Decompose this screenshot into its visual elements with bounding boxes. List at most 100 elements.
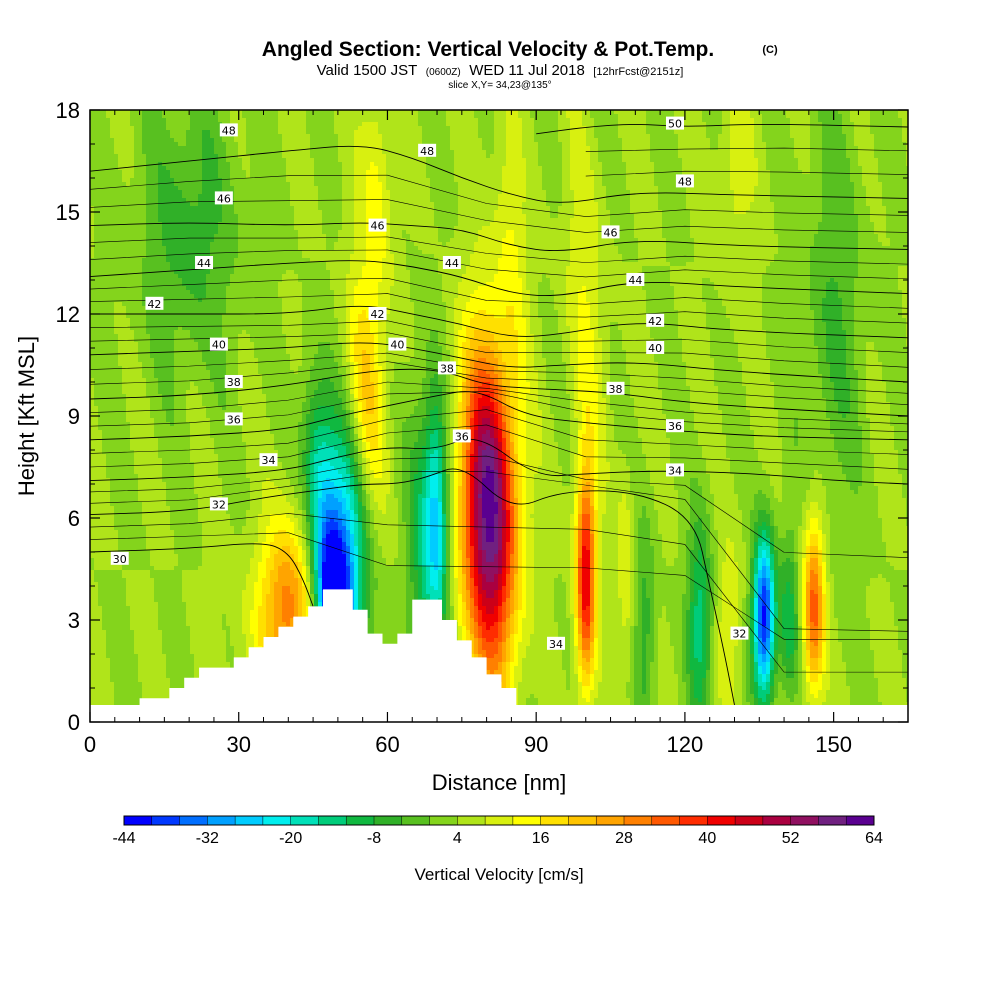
velocity-cell [222, 114, 227, 119]
velocity-cell [198, 122, 203, 127]
velocity-cell [722, 138, 727, 143]
velocity-cell [366, 138, 371, 143]
velocity-cell [566, 122, 571, 127]
velocity-cell [614, 114, 619, 119]
velocity-cell [430, 130, 435, 135]
velocity-cell [754, 138, 759, 143]
velocity-cell [110, 126, 115, 131]
velocity-cell [402, 134, 407, 139]
velocity-cell [478, 122, 483, 127]
velocity-cell [310, 118, 315, 123]
velocity-cell [198, 134, 203, 139]
velocity-cell [578, 122, 583, 127]
velocity-cell [690, 138, 695, 143]
velocity-cell [434, 126, 439, 131]
velocity-cell [786, 114, 791, 119]
velocity-cell [166, 142, 171, 147]
velocity-cell [526, 138, 531, 143]
velocity-cell [826, 126, 831, 131]
velocity-cell [490, 118, 495, 123]
velocity-cell [494, 114, 499, 119]
velocity-cell [258, 126, 263, 131]
velocity-cell [258, 122, 263, 127]
velocity-cell [298, 126, 303, 131]
velocity-cell [802, 118, 807, 123]
velocity-cell [286, 122, 291, 127]
velocity-cell [386, 134, 391, 139]
velocity-cell [814, 114, 819, 119]
velocity-cell [518, 114, 523, 119]
velocity-cell [198, 130, 203, 135]
velocity-cell [94, 126, 99, 131]
velocity-cell [522, 122, 527, 127]
velocity-cell [298, 138, 303, 143]
velocity-cell [766, 126, 771, 131]
velocity-cell [174, 138, 179, 143]
velocity-cell [150, 138, 155, 143]
velocity-cell [374, 138, 379, 143]
velocity-cell [478, 126, 483, 131]
velocity-cell [98, 130, 103, 135]
velocity-cell [566, 114, 571, 119]
velocity-cell [126, 118, 131, 123]
velocity-cell [554, 126, 559, 131]
velocity-cell [302, 126, 307, 131]
velocity-cell [750, 130, 755, 135]
velocity-cell [390, 130, 395, 135]
velocity-cell [654, 122, 659, 127]
velocity-cell [402, 114, 407, 119]
velocity-cell [386, 126, 391, 131]
velocity-cell [234, 138, 239, 143]
velocity-cell [522, 126, 527, 131]
velocity-cell [466, 142, 471, 147]
velocity-cell [426, 114, 431, 119]
velocity-cell [578, 142, 583, 147]
velocity-cell [622, 130, 627, 135]
velocity-cell [254, 114, 259, 119]
velocity-cell [638, 138, 643, 143]
velocity-cell [590, 130, 595, 135]
velocity-cell [778, 138, 783, 143]
velocity-cell [454, 114, 459, 119]
velocity-cell [506, 118, 511, 123]
velocity-cell [818, 138, 823, 143]
velocity-cell [810, 134, 815, 139]
velocity-cell [390, 138, 395, 143]
velocity-cell [182, 142, 187, 147]
velocity-cell [218, 138, 223, 143]
velocity-cell [738, 138, 743, 143]
velocity-cell [518, 134, 523, 139]
velocity-cell [450, 118, 455, 123]
velocity-cell [498, 126, 503, 131]
velocity-cell [214, 134, 219, 139]
velocity-cell [898, 122, 903, 127]
velocity-cell [546, 122, 551, 127]
velocity-cell [718, 126, 723, 131]
velocity-cell [398, 134, 403, 139]
velocity-cell [498, 130, 503, 135]
velocity-cell [114, 122, 119, 127]
velocity-cell [270, 114, 275, 119]
velocity-cell [278, 126, 283, 131]
velocity-cell [434, 138, 439, 143]
velocity-cell [742, 130, 747, 135]
velocity-cell [266, 138, 271, 143]
velocity-cell [422, 122, 427, 127]
velocity-cell [502, 122, 507, 127]
velocity-cell [490, 122, 495, 127]
velocity-cell [494, 134, 499, 139]
velocity-cell [670, 134, 675, 139]
velocity-cell [718, 122, 723, 127]
velocity-cell [422, 126, 427, 131]
velocity-cell [566, 134, 571, 139]
velocity-cell [570, 114, 575, 119]
velocity-cell [186, 126, 191, 131]
velocity-cell [494, 130, 499, 135]
velocity-cell [378, 118, 383, 123]
velocity-cell [314, 138, 319, 143]
velocity-cell [362, 134, 367, 139]
velocity-cell [142, 142, 147, 147]
velocity-cell [890, 114, 895, 119]
velocity-cell [170, 130, 175, 135]
velocity-cell [570, 138, 575, 143]
